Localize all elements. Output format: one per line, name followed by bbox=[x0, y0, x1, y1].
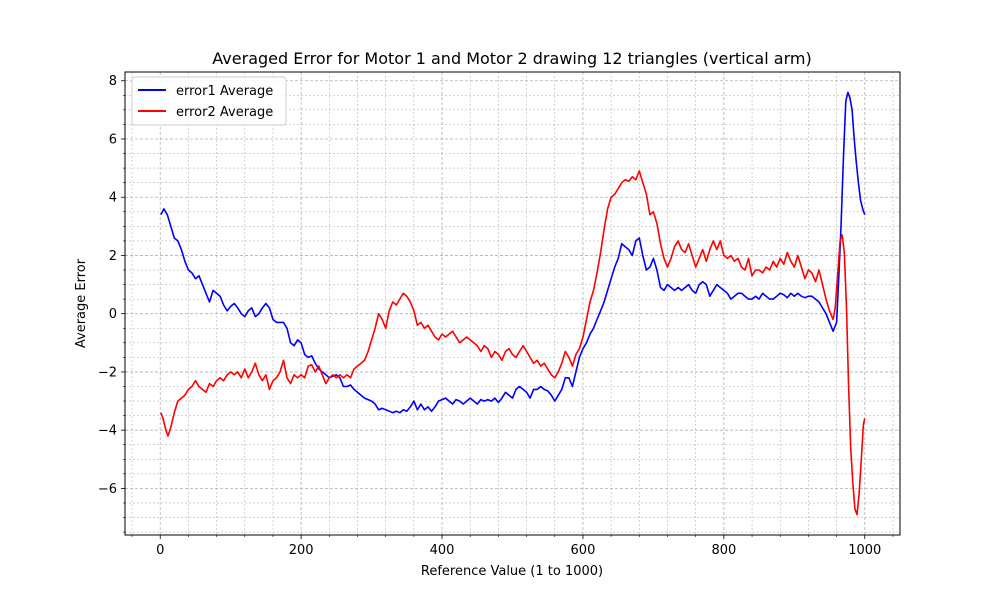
y-tick-label: −4 bbox=[98, 424, 117, 439]
y-tick-label: 4 bbox=[109, 191, 117, 206]
series-line-error1 bbox=[160, 91, 866, 414]
tick-layer: 0 200 400 600 800 1000 −6 −4 −2 0 2 4 6 8 bbox=[98, 74, 894, 558]
x-tick-label: 800 bbox=[711, 543, 736, 558]
y-tick-label: 8 bbox=[109, 74, 117, 89]
y-axis-label: Average Error bbox=[74, 258, 89, 348]
legend-box bbox=[131, 76, 287, 126]
chart-title: Averaged Error for Motor 1 and Motor 2 d… bbox=[212, 49, 811, 68]
x-tick-label: 1000 bbox=[848, 543, 881, 558]
major-grid bbox=[125, 72, 900, 535]
minor-grid bbox=[125, 72, 900, 535]
plot-area-frame bbox=[124, 71, 901, 536]
legend: error1 Average error2 Average bbox=[131, 76, 287, 126]
y-tick-label: −2 bbox=[98, 365, 117, 380]
series-line-error2 bbox=[160, 170, 866, 516]
x-tick-label: 600 bbox=[571, 543, 596, 558]
x-tick-label: 400 bbox=[430, 543, 455, 558]
y-tick-label: 6 bbox=[109, 132, 117, 147]
y-tick-label: 0 bbox=[109, 307, 117, 322]
x-axis-label: Reference Value (1 to 1000) bbox=[421, 564, 603, 579]
y-tick-label: 2 bbox=[109, 249, 117, 264]
legend-label-error1: error1 Average bbox=[176, 84, 273, 99]
legend-label-error2: error2 Average bbox=[176, 105, 273, 120]
plot-area-background bbox=[125, 72, 900, 535]
y-tick-label: −6 bbox=[98, 482, 117, 497]
x-tick-label: 200 bbox=[289, 543, 314, 558]
series-layer bbox=[160, 91, 866, 516]
x-tick-label: 0 bbox=[156, 543, 164, 558]
